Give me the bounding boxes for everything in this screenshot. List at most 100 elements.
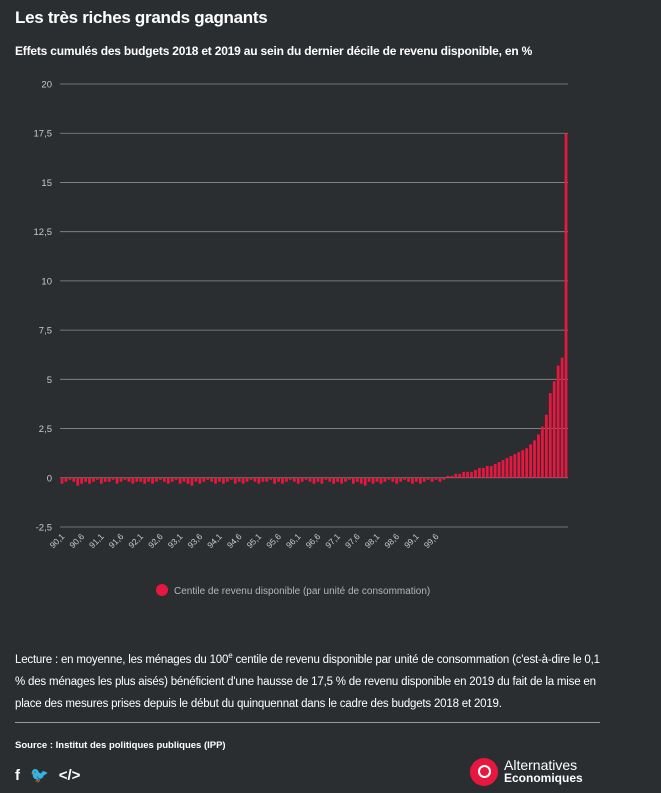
bar (194, 477, 198, 482)
bar (76, 477, 80, 486)
bar (151, 477, 154, 484)
bar (426, 477, 430, 480)
bar (281, 477, 284, 484)
bar (525, 448, 529, 478)
bar (222, 477, 225, 484)
bar (474, 469, 477, 478)
bar (241, 477, 245, 484)
bar (497, 462, 501, 478)
bar (395, 477, 399, 484)
bar (552, 381, 556, 478)
bar (64, 477, 68, 482)
bar (84, 477, 87, 482)
bar (560, 357, 564, 478)
bar (139, 477, 143, 482)
logo-line2: Economiques (504, 771, 583, 785)
bar (521, 450, 525, 478)
x-tick-label: 95,1 (245, 531, 264, 550)
facebook-icon[interactable]: f (15, 766, 20, 784)
chart-title: Les très riches grands gagnants (15, 8, 268, 27)
bar (470, 471, 473, 478)
bar (533, 440, 536, 478)
embed-code-icon[interactable]: </> (58, 766, 81, 784)
logo-line1: Alternatives (504, 757, 578, 773)
bar (324, 477, 328, 480)
bar (379, 477, 383, 484)
bar (501, 460, 505, 478)
bar (430, 477, 434, 482)
bar (332, 477, 336, 484)
bar (466, 471, 469, 478)
bar (458, 473, 462, 478)
bar (237, 477, 241, 482)
x-tick-label: 92,1 (126, 531, 145, 550)
bar (328, 477, 332, 482)
bar (320, 477, 324, 484)
bar (68, 477, 72, 480)
y-tick-label: 5 (47, 375, 52, 386)
legend-label: Centile de revenu disponible (par unité … (174, 586, 430, 597)
bar (355, 477, 359, 482)
bar (312, 477, 316, 484)
bar (273, 477, 276, 484)
source-note: Source : Institut des politiques publiqu… (15, 740, 226, 751)
reading-note-superscript: e (228, 651, 233, 660)
bar (352, 477, 355, 484)
bar (206, 477, 210, 480)
bar (383, 477, 387, 482)
x-tick-label: 93,1 (166, 531, 185, 550)
grid-lines (60, 83, 568, 528)
bar (489, 465, 493, 478)
reading-note-part1: Lecture : en moyenne, les ménages du 100 (15, 653, 229, 666)
x-tick-label: 94,1 (205, 531, 224, 550)
bar (517, 452, 521, 478)
bar (288, 477, 292, 480)
logo-mark-icon (470, 758, 498, 786)
bar (249, 477, 253, 480)
y-tick-label: 12,5 (34, 227, 53, 238)
bar (265, 477, 269, 482)
bar (344, 477, 347, 482)
bar (119, 477, 123, 482)
bar (541, 426, 544, 478)
bar (99, 477, 103, 484)
y-tick-label: -2,5 (36, 523, 52, 534)
bar (186, 477, 190, 484)
x-tick-label: 98,6 (382, 531, 401, 550)
bar (509, 456, 513, 478)
legend: Centile de revenu disponible (par unité … (156, 584, 430, 597)
reading-note: Lecture : en moyenne, les ménages du 100… (15, 645, 605, 715)
bar (296, 477, 300, 484)
bar (544, 414, 548, 478)
bar (131, 477, 135, 484)
bar (261, 477, 265, 482)
publisher-logo[interactable]: Alternatives Economiques (470, 758, 583, 786)
x-tick-label: 90,6 (67, 531, 86, 550)
x-tick-label: 97,1 (323, 531, 342, 550)
bar (88, 477, 91, 484)
x-tick-label: 92,6 (146, 531, 165, 550)
bar (225, 477, 229, 482)
bar (210, 477, 213, 482)
reading-note-part2: centile de revenu disponible par unité d… (15, 653, 600, 710)
bar (359, 477, 363, 484)
y-tick-label: 10 (41, 276, 52, 287)
y-tick-label: 20 (41, 80, 52, 91)
x-tick-label: 98,1 (363, 531, 382, 550)
x-tick-label: 99,1 (402, 531, 421, 550)
bar (387, 477, 391, 480)
bar (418, 477, 422, 484)
bar (348, 477, 351, 480)
bar (292, 477, 296, 482)
bar (115, 477, 119, 484)
y-tick-label: 7,5 (39, 326, 52, 337)
bar (411, 477, 414, 484)
bar (135, 477, 139, 482)
bar (257, 477, 261, 484)
bars (60, 133, 568, 486)
x-axis-tick-labels: 90,1 90,6 91,1 91,6 92,1 92,6 93,1 93,6 94,1 94,6… (48, 531, 441, 550)
twitter-icon[interactable]: 🐦 (30, 767, 49, 784)
bar (308, 477, 312, 482)
bar (478, 467, 481, 478)
bar (375, 477, 379, 482)
